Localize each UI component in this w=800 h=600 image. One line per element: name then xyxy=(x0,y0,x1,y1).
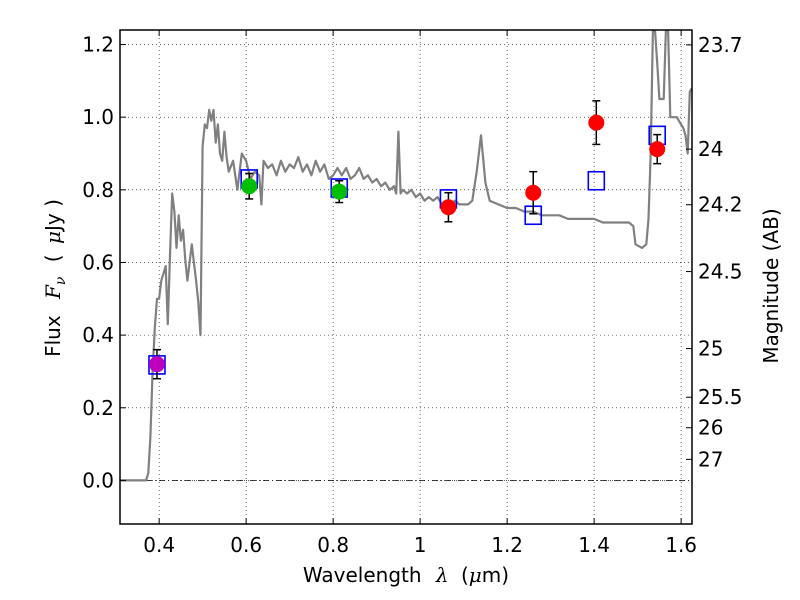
x-tick-label: 0.4 xyxy=(143,533,175,557)
x-axis-label-symbol: λ xyxy=(435,563,449,587)
x-tick-label: 1.6 xyxy=(665,533,697,557)
model-spectrum xyxy=(120,30,692,482)
y2-axis-label: Magnitude (AB) xyxy=(759,208,783,363)
y-axis-label-unit-open: ( xyxy=(41,254,65,262)
magnitude-tick-label: 24 xyxy=(698,137,723,161)
spectrum-line xyxy=(120,30,692,482)
photometry-optical-point xyxy=(331,183,348,200)
magnitude-tick-label: 24.5 xyxy=(698,260,743,284)
photometry-nir-point xyxy=(588,114,605,131)
photometry-nir-point xyxy=(440,199,457,216)
y-tick-label: 0.8 xyxy=(82,178,114,202)
y-tick-label: 0.6 xyxy=(82,250,114,274)
y-axis-label: Flux Fν ( μJy ) xyxy=(41,199,70,357)
y-axis-label-unit-rest: Jy ) xyxy=(41,199,65,233)
x-tick-label: 1.2 xyxy=(491,533,523,557)
plot-frame xyxy=(119,29,693,525)
magnitude-tick-label: 23.7 xyxy=(698,33,743,57)
magnitude-tick-label: 25 xyxy=(698,337,723,361)
magnitude-tick-label: 25.5 xyxy=(698,385,743,409)
x-tick-label: 0.8 xyxy=(317,533,349,557)
photometry-uv-point xyxy=(148,356,165,373)
y-axis-label-unit-mu: μ xyxy=(41,231,65,244)
photometry-nir-point xyxy=(649,141,666,158)
data-markers xyxy=(148,100,667,380)
model-square-marker xyxy=(587,170,606,191)
magnitude-tick-label: 27 xyxy=(698,447,723,471)
magnitude-tick-label: 26 xyxy=(698,416,723,440)
photometry-nir-point xyxy=(525,184,542,201)
y-tick-label: 0.0 xyxy=(82,468,114,492)
x-axis-label-unit-open: ( xyxy=(461,563,469,587)
y-tick-label: 0.4 xyxy=(82,323,114,347)
x-axis-label-unit-mu: μ xyxy=(469,563,482,587)
x-tick-label: 1.4 xyxy=(578,533,610,557)
x-tick-label: 1 xyxy=(414,533,427,557)
x-tick-label: 0.6 xyxy=(230,533,262,557)
x-axis-label-text: Wavelength xyxy=(303,563,422,587)
y-axis-label-text: Flux xyxy=(41,315,65,357)
y-tick-label: 0.2 xyxy=(82,396,114,420)
photometry-optical-point xyxy=(241,178,258,195)
axis-ticks: 0.4 0.6 0.8 1 1.2 1.4 1.6 0.0 0.2 0.4 0.6 0.8 1.0 1.2… xyxy=(82,30,743,557)
y-tick-label: 1.2 xyxy=(82,33,114,57)
y-axis-label-symbol: F xyxy=(41,284,65,300)
x-axis-label-unit-rest: m) xyxy=(482,563,509,587)
magnitude-tick-label: 24.2 xyxy=(698,193,743,217)
grid-lines xyxy=(120,30,692,524)
y-axis-label-sub: ν xyxy=(53,276,69,285)
x-axis-label: Wavelength λ (μm) xyxy=(303,563,509,587)
y-tick-label: 1.0 xyxy=(82,105,114,129)
